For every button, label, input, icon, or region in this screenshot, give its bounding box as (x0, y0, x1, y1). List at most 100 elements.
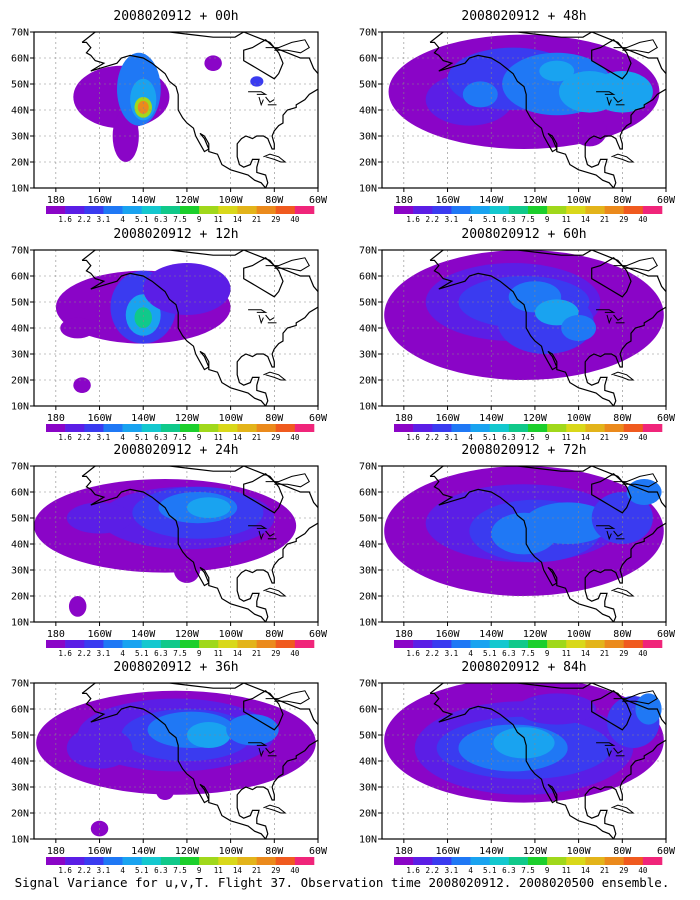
colorbar-swatch (642, 206, 663, 214)
colorbar-label: 9 (545, 433, 550, 442)
lat-tick-label: 60N (359, 488, 377, 499)
coastline (430, 475, 615, 622)
lake-outline (596, 742, 616, 746)
variance-contour (517, 693, 597, 725)
lon-tick-label: 80W (613, 195, 632, 206)
variance-contour (524, 502, 612, 544)
colorbar-label: 3.1 (97, 215, 111, 224)
coastline (259, 683, 276, 684)
colorbar-swatch (604, 857, 625, 865)
lat-tick-label: 20N (359, 592, 377, 603)
colorbar-swatch (566, 857, 586, 865)
colorbar-swatch (566, 206, 586, 214)
lat-tick-label: 60N (11, 705, 29, 716)
variance-contour (462, 81, 498, 108)
coastline (429, 32, 666, 188)
colorbar-swatch (103, 424, 123, 432)
colorbar: 1.6 2.2 3.1 4 5.1 6.3 7.5 9 11 14 21 29 40 (46, 640, 315, 658)
lat-tick-label: 30N (359, 350, 377, 361)
colorbar-swatch (432, 206, 452, 214)
colorbar-label: 4 (120, 215, 125, 224)
colorbar-label: 5.1 (483, 215, 497, 224)
lon-tick-label: 160W (435, 195, 460, 206)
colorbar-swatch (46, 424, 66, 432)
lon-tick-label: 120W (175, 413, 200, 424)
colorbar-swatch (585, 640, 605, 648)
colorbar-label: 4 (468, 433, 473, 442)
colorbar-swatch (46, 206, 66, 214)
colorbar-label: 5.1 (135, 433, 149, 442)
panel-title: 2008020912 + 12h (113, 227, 238, 242)
colorbar-swatch (508, 206, 529, 214)
colorbar-swatch (623, 857, 644, 865)
coastline (176, 466, 222, 467)
lon-tick-label: 100W (567, 629, 592, 640)
lat-tick-label: 30N (359, 783, 377, 794)
colorbar-swatch (199, 857, 219, 865)
lon-tick-label: 80W (265, 195, 284, 206)
lat-tick-label: 20N (359, 376, 377, 387)
colorbar-swatch (46, 640, 66, 648)
colorbar-label: 29 (619, 433, 628, 442)
colorbar-label: 1.6 (406, 866, 420, 875)
lake-outline (265, 314, 275, 321)
colorbar-swatch (84, 857, 104, 865)
colorbar-label: 4 (120, 649, 125, 658)
coastline (611, 587, 635, 597)
lon-tick-label: 160W (87, 195, 112, 206)
coastline (176, 32, 222, 33)
colorbar-swatch (237, 206, 257, 214)
coastline (524, 32, 570, 33)
colorbar-label: 5.1 (135, 215, 149, 224)
coastline (265, 39, 310, 54)
lat-tick-label: 10N (11, 618, 29, 629)
colorbar-swatch (432, 424, 452, 432)
colorbar-label: 3.1 (97, 866, 111, 875)
lon-tick-label: 140W (479, 195, 504, 206)
colorbar-swatch (642, 424, 663, 432)
colorbar-label: 9 (197, 866, 202, 875)
colorbar-swatch (256, 857, 277, 865)
colorbar-swatch (275, 640, 296, 648)
coastline (81, 250, 318, 406)
lat-tick-label: 70N (11, 462, 29, 473)
colorbar-label: 5.1 (135, 649, 149, 658)
lake-outline (248, 525, 268, 529)
colorbar-swatch (585, 206, 605, 214)
colorbar-label: 1.6 (58, 649, 72, 658)
lon-tick-label: 140W (131, 846, 156, 857)
lat-tick-label: 10N (359, 618, 377, 629)
colorbar-swatch (180, 206, 200, 214)
coastline (607, 683, 624, 684)
colorbar-label: 11 (214, 866, 223, 875)
lake-outline (248, 742, 268, 746)
colorbar-swatch (470, 857, 491, 865)
lake-outline (265, 747, 275, 754)
lat-tick-label: 70N (11, 679, 29, 690)
colorbar-label: 2.2 (426, 433, 440, 442)
lat-tick-label: 10N (11, 402, 29, 413)
colorbar-swatch (275, 424, 296, 432)
lon-tick-label: 60W (309, 629, 328, 640)
colorbar-swatch (528, 424, 548, 432)
colorbar-label: 4 (468, 649, 473, 658)
colorbar-swatch (160, 206, 181, 214)
lon-tick-label: 120W (175, 629, 200, 640)
colorbar-swatch (141, 424, 162, 432)
colorbar-label: 11 (562, 866, 571, 875)
colorbar-label: 7.5 (521, 215, 535, 224)
lat-tick-label: 40N (359, 757, 377, 768)
lon-tick-label: 100W (567, 846, 592, 857)
lon-tick-label: 60W (309, 195, 328, 206)
colorbar-label: 40 (290, 866, 300, 875)
colorbar-swatch (394, 640, 414, 648)
colorbar-label: 2.2 (78, 649, 92, 658)
colorbar-label: 29 (619, 215, 628, 224)
colorbar-swatch (84, 206, 104, 214)
colorbar-label: 2.2 (78, 866, 92, 875)
colorbar-swatch (508, 857, 529, 865)
colorbar-label: 11 (214, 649, 223, 658)
colorbar-swatch (122, 857, 143, 865)
colorbar-label: 3.1 (445, 433, 459, 442)
coastline (611, 804, 635, 814)
